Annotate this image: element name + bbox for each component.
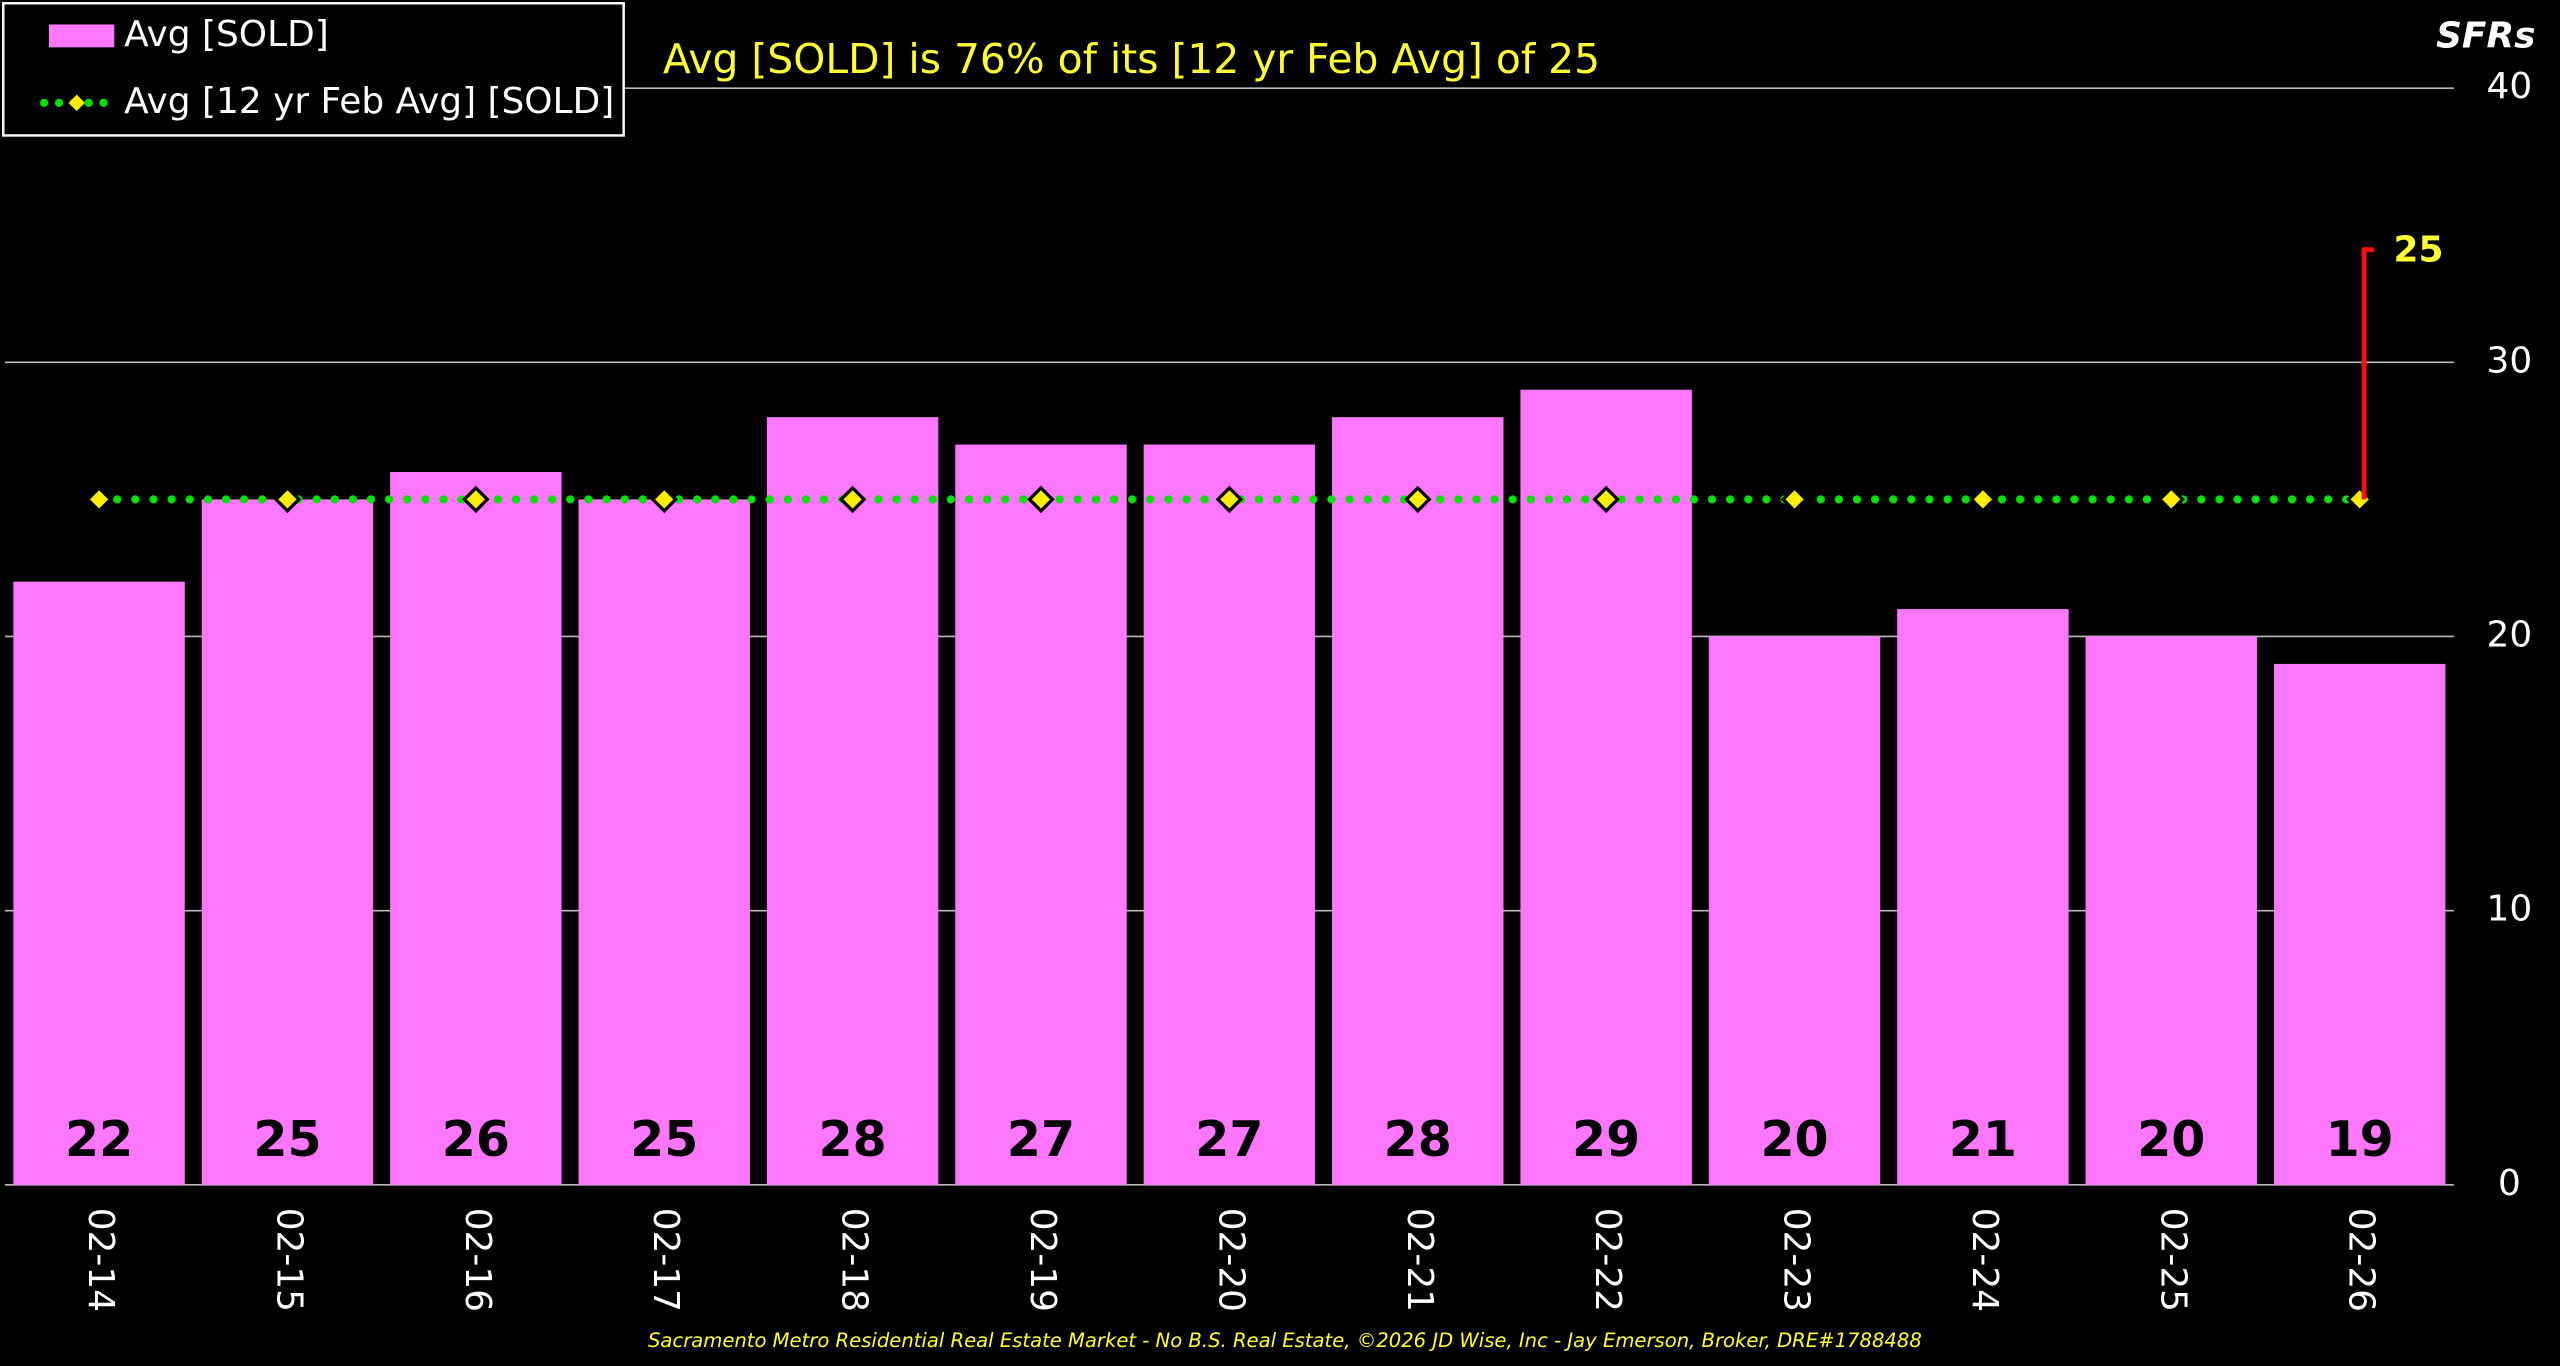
y-axis-label: SFRs: [2436, 16, 2535, 57]
y-tick-label: 40: [2487, 66, 2533, 107]
x-tick-label: 02-24: [1964, 1208, 2005, 1312]
legend-swatch: [48, 24, 115, 48]
y-tick-label: 20: [2487, 614, 2533, 655]
legend: Avg [SOLD] Avg [12 yr Feb Avg] [SOLD]: [2, 2, 625, 137]
bar: [390, 471, 562, 1185]
x-tick-label: 02-19: [1022, 1208, 1063, 1312]
avg-marker: [273, 485, 302, 514]
avg-marker: [650, 485, 678, 514]
bar: [955, 444, 1127, 1185]
y-tick-label: 0: [2498, 1163, 2521, 1204]
x-tick-label: 02-25: [2152, 1208, 2193, 1312]
data-label: 19: [2326, 1111, 2394, 1168]
bar: [1708, 636, 1881, 1185]
callout-label: 25: [2393, 229, 2443, 270]
x-tick-label: 02-26: [2341, 1208, 2382, 1312]
bar: [2085, 636, 2258, 1185]
data-label: 28: [819, 1111, 887, 1168]
chart-title: Avg [SOLD] is 76% of its [12 yr Feb Avg]…: [663, 35, 1600, 83]
data-label: 27: [1195, 1111, 1263, 1168]
bar: [578, 499, 750, 1185]
y-tick-label: 30: [2487, 340, 2533, 381]
x-tick-label: 02-20: [1210, 1208, 1251, 1312]
callout-line: [2361, 247, 2374, 500]
bar: [1332, 417, 1504, 1185]
x-tick-label: 02-14: [80, 1208, 121, 1312]
data-label: 21: [1949, 1111, 2017, 1168]
avg-marker: [1027, 485, 1055, 514]
data-label: 26: [442, 1111, 510, 1168]
avg-marker: [1780, 485, 1809, 514]
avg-marker: [1404, 485, 1432, 514]
data-label: 25: [253, 1111, 321, 1168]
x-tick-label: 02-22: [1587, 1208, 1628, 1312]
data-label: 20: [1760, 1111, 1828, 1168]
legend-label: Avg [SOLD]: [124, 14, 329, 55]
bar: [766, 417, 939, 1185]
legend-label: Avg [12 yr Feb Avg] [SOLD]: [124, 81, 614, 122]
footer: Sacramento Metro Residential Real Estate…: [648, 1329, 1922, 1352]
bar: [1897, 609, 2069, 1185]
data-label: 29: [1572, 1111, 1640, 1168]
avg-marker: [1592, 485, 1620, 514]
bar: [201, 499, 374, 1185]
x-tick-label: 02-16: [457, 1208, 498, 1312]
avg-marker: [2157, 485, 2186, 514]
y-tick-label: 10: [2487, 889, 2533, 930]
legend-marker: [68, 94, 85, 111]
x-tick-label: 02-17: [645, 1208, 686, 1312]
x-tick-label: 02-18: [834, 1208, 875, 1312]
data-label: 28: [1384, 1111, 1452, 1168]
data-label: 22: [65, 1111, 133, 1168]
bar: [2273, 663, 2446, 1185]
bar: [1520, 389, 1692, 1185]
data-label: 27: [1007, 1111, 1075, 1168]
data-label: 20: [2137, 1111, 2205, 1168]
avg-marker: [1215, 485, 1244, 514]
avg-marker: [2345, 485, 2374, 514]
x-tick-label: 02-21: [1399, 1208, 1440, 1312]
bar: [1143, 444, 1316, 1185]
x-tick-label: 02-15: [268, 1208, 309, 1312]
avg-marker: [838, 485, 867, 514]
avg-marker: [462, 485, 490, 514]
data-label: 25: [630, 1111, 698, 1168]
bar: [13, 581, 185, 1185]
avg-marker: [1969, 485, 1997, 514]
x-tick-label: 02-23: [1776, 1208, 1817, 1312]
avg-marker: [85, 485, 113, 514]
plot-area: 0 10 20 30 40 22 25 26 25 28 27 27 28 29 20 21 20 19 02-14…: [4, 66, 2533, 1312]
